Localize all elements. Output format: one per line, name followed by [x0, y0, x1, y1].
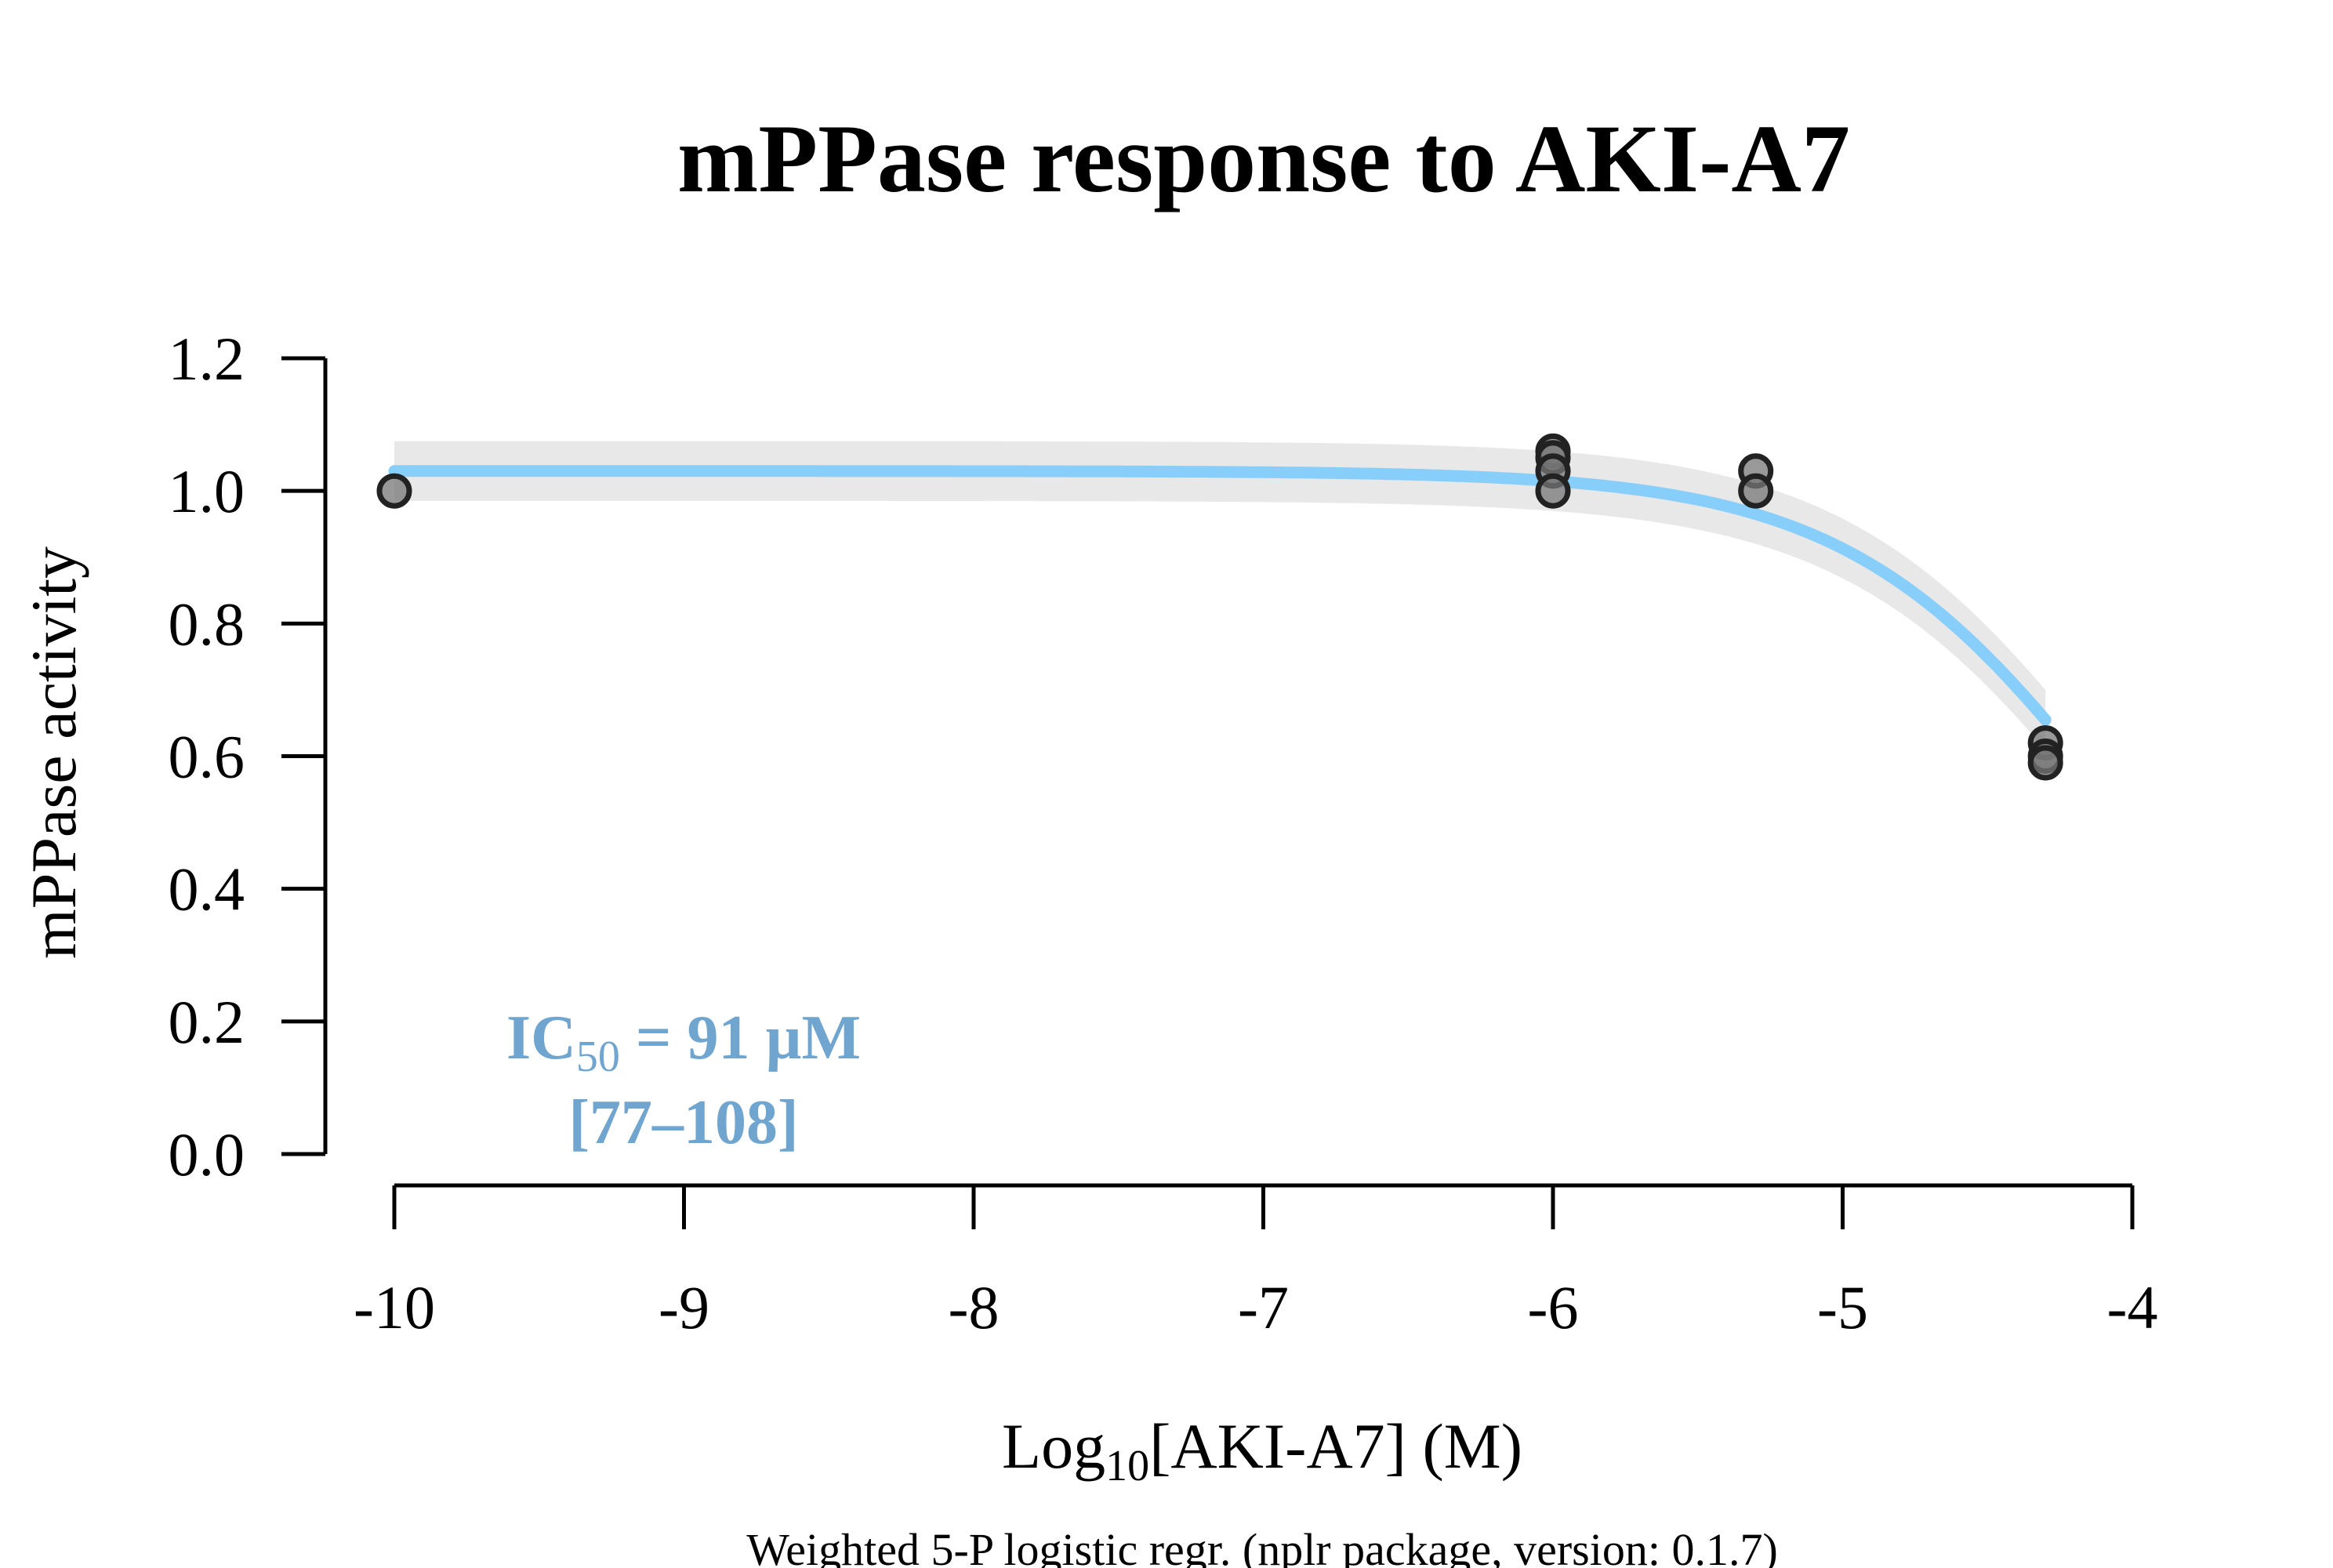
y-tick-label: 0.4: [169, 855, 245, 924]
fit-curve: [388, 465, 2052, 726]
x-axis-label-suffix: [AKI-A7] (M): [1149, 1410, 1522, 1482]
confidence-band: [394, 441, 2046, 750]
ic50-confidence-interval: [77–108]: [568, 1088, 798, 1157]
ic50-annotation: IC50 = 91 µM: [506, 1004, 861, 1081]
y-tick-label: 0.0: [169, 1120, 245, 1189]
data-point: [376, 473, 412, 509]
chart-footnote: Weighted 5-P logistic regr. (nplr packag…: [746, 1524, 1778, 1568]
y-tick-label: 1.2: [169, 325, 245, 393]
y-tick-label: 1.0: [169, 457, 245, 525]
y-tick-label: 0.6: [169, 723, 245, 791]
data-point: [1738, 473, 1774, 509]
y-tick-label: 0.2: [169, 988, 245, 1056]
chart-title: mPPase response to AKI-A7: [677, 105, 1850, 212]
ic50-prefix: IC: [506, 1004, 576, 1073]
data-point: [2027, 745, 2063, 781]
x-axis-label: Log10[AKI-A7] (M): [1002, 1410, 1522, 1490]
x-tick-label: -6: [1528, 1273, 1579, 1341]
x-tick-label: -8: [949, 1273, 1000, 1341]
data-point: [1535, 473, 1571, 509]
x-axis-label-prefix: Log: [1002, 1410, 1105, 1482]
y-tick-label: 0.8: [169, 590, 245, 658]
plot-area: [376, 433, 2063, 781]
ic50-value: = 91 µM: [620, 1004, 861, 1073]
axes: 0.0 0.2 0.4 0.6 0.8 1.0 1.2 -10 -9 -8 -7 -6 -5 -4: [169, 325, 2158, 1341]
x-tick-label: -9: [659, 1273, 709, 1341]
x-tick-label: -4: [2107, 1273, 2158, 1341]
x-axis-label-subscript: 10: [1105, 1442, 1149, 1490]
x-tick-label: -10: [354, 1273, 435, 1341]
y-axis-label: mPPase activity: [18, 546, 89, 959]
x-tick-label: -5: [1817, 1273, 1868, 1341]
ic50-subscript: 50: [576, 1033, 620, 1081]
x-tick-label: -7: [1238, 1273, 1289, 1341]
